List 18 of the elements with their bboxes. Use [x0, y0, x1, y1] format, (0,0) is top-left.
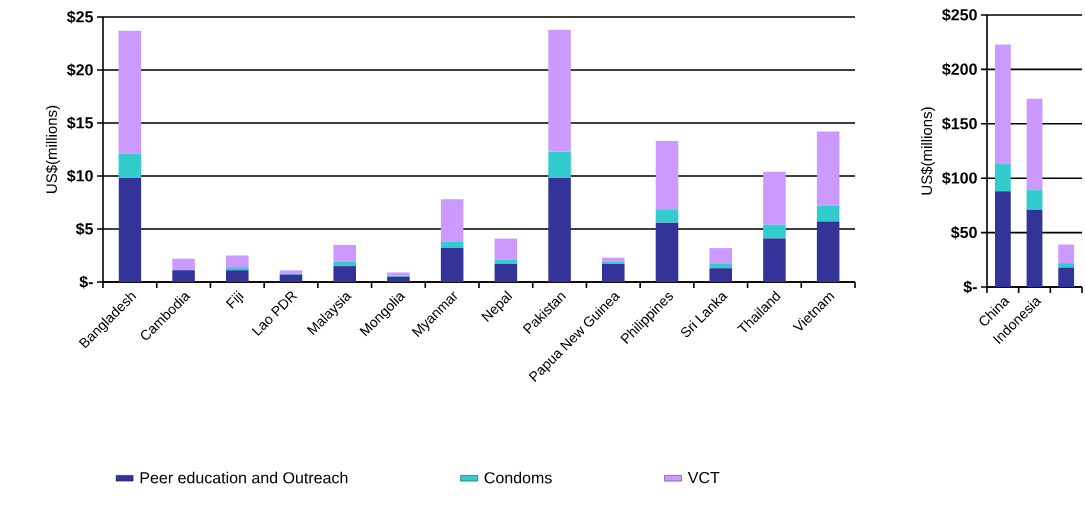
y-tick-label: $50 — [950, 226, 977, 240]
y-tick-label: $- — [79, 275, 93, 289]
y-tick-label: $25 — [66, 10, 94, 24]
y-tick-label: $250 — [942, 8, 977, 22]
legend-label: Peer education and Outreach — [140, 471, 348, 484]
legend-label: VCT — [687, 471, 720, 484]
y-tick-label: $10 — [66, 169, 93, 183]
y-axis-title: US$(millions) — [920, 107, 936, 195]
y-tick-label: $150 — [942, 117, 977, 131]
y-tick-label: $- — [963, 280, 977, 294]
x-tick-label: Fiji — [225, 290, 244, 309]
legend-label: Condoms — [484, 471, 552, 484]
y-tick-label: $5 — [75, 222, 94, 236]
y-axis-title: US$(millions) — [45, 105, 60, 193]
y-tick-label: $20 — [66, 63, 93, 77]
y-tick-label: $15 — [66, 116, 94, 130]
y-tick-label: $100 — [942, 171, 977, 185]
y-tick-label: $200 — [942, 62, 977, 76]
